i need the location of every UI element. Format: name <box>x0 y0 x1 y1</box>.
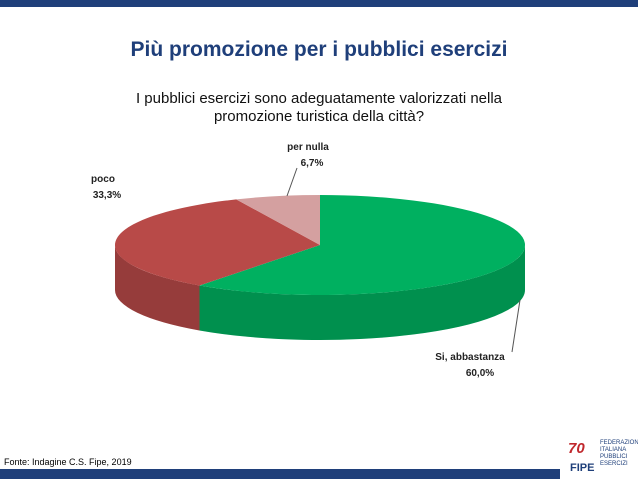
bottom-bar <box>0 469 560 479</box>
leader-line <box>511 299 521 353</box>
slice <box>199 195 525 295</box>
chart-subtitle: I pubblici esercizi sono adeguatamente v… <box>135 90 503 125</box>
slice-label: per nulla <box>287 142 329 153</box>
slice-label: poco <box>91 174 115 185</box>
leader-line <box>286 167 298 197</box>
logo-name: FIPE <box>570 462 595 474</box>
logo-text: FEDERAZIONI ITALIANA PUBBLICI ESERCIZI <box>600 440 638 467</box>
slice-side-shade <box>115 245 200 331</box>
logo-mark: 70 <box>568 440 585 457</box>
chart-title: Più promozione per i pubblici esercizi <box>130 38 508 61</box>
top-bar <box>0 0 638 7</box>
slice <box>236 195 320 245</box>
slice-side <box>199 245 525 340</box>
slice-side-shade <box>199 245 525 340</box>
value-label: 6,7% <box>301 158 324 169</box>
slice-label: Si, abbastanza <box>435 352 505 363</box>
source: Fonte: Indagine C.S. Fipe, 2019 <box>4 457 132 467</box>
slice-side <box>115 245 200 331</box>
value-label: 33,3% <box>93 190 121 201</box>
value-label: 60,0% <box>466 368 494 379</box>
slice <box>115 199 321 286</box>
logo: 70 FIPE FEDERAZIONI ITALIANA PUBBLICI ES… <box>566 438 638 479</box>
